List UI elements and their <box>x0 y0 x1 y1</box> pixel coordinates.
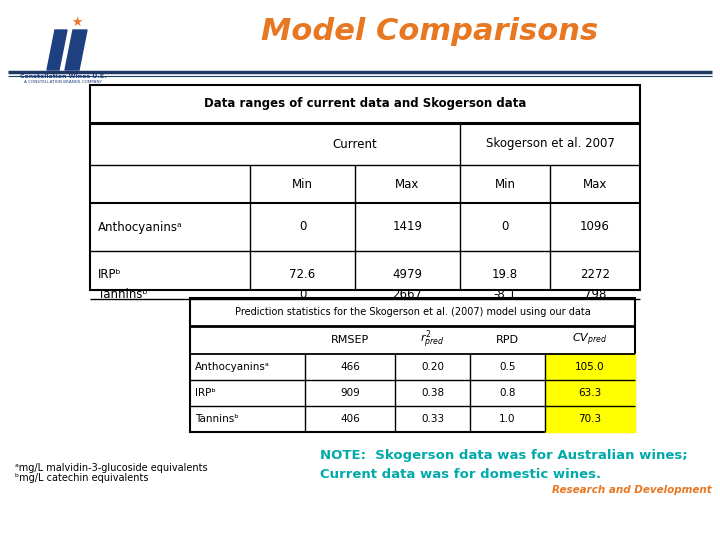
Text: 70.3: 70.3 <box>578 414 602 424</box>
Text: Tanninsᵇ: Tanninsᵇ <box>98 288 148 301</box>
Polygon shape <box>47 30 67 70</box>
Text: 0.20: 0.20 <box>421 362 444 372</box>
Text: A CONSTELLATION BRANDS COMPANY: A CONSTELLATION BRANDS COMPANY <box>24 80 102 84</box>
Text: 0.5: 0.5 <box>499 362 516 372</box>
Text: 798: 798 <box>584 288 606 301</box>
Text: ᵇmg/L catechin equivalents: ᵇmg/L catechin equivalents <box>15 473 148 483</box>
Text: 1.0: 1.0 <box>499 414 516 424</box>
Text: Tanninsᵇ: Tanninsᵇ <box>195 414 239 424</box>
Text: 19.8: 19.8 <box>492 268 518 281</box>
Text: 1096: 1096 <box>580 220 610 233</box>
Text: Anthocyaninsᵃ: Anthocyaninsᵃ <box>195 362 270 372</box>
Text: RMSEP: RMSEP <box>331 335 369 345</box>
Text: 0.38: 0.38 <box>421 388 444 398</box>
Text: Research and Development: Research and Development <box>552 485 712 495</box>
Text: 466: 466 <box>340 362 360 372</box>
Text: -8.1: -8.1 <box>493 288 516 301</box>
Text: 105.0: 105.0 <box>575 362 605 372</box>
Text: $CV_{pred}$: $CV_{pred}$ <box>572 332 608 348</box>
Text: Current: Current <box>333 138 377 151</box>
Text: 0.33: 0.33 <box>421 414 444 424</box>
Text: Prediction statistics for the Skogerson et al. (2007) model using our data: Prediction statistics for the Skogerson … <box>235 307 590 317</box>
Text: 4979: 4979 <box>392 268 423 281</box>
Bar <box>190 298 635 432</box>
Text: 909: 909 <box>340 388 360 398</box>
Text: 0: 0 <box>299 288 306 301</box>
Text: ★: ★ <box>71 16 83 29</box>
Text: IRPᵇ: IRPᵇ <box>98 268 122 281</box>
Text: 406: 406 <box>340 414 360 424</box>
Text: 63.3: 63.3 <box>578 388 602 398</box>
Text: Anthocyaninsᵃ: Anthocyaninsᵃ <box>98 220 183 233</box>
Bar <box>545 380 635 406</box>
Bar <box>545 354 635 380</box>
Text: 2667: 2667 <box>392 288 423 301</box>
Text: 2272: 2272 <box>580 268 610 281</box>
Text: 0: 0 <box>299 220 306 233</box>
Bar <box>90 85 640 290</box>
Text: ᵃmg/L malvidin-3-glucoside equivalents: ᵃmg/L malvidin-3-glucoside equivalents <box>15 463 207 473</box>
Text: IRPᵇ: IRPᵇ <box>195 388 216 398</box>
Text: 1419: 1419 <box>392 220 423 233</box>
Text: RPD: RPD <box>496 335 519 345</box>
Text: NOTE:  Skogerson data was for Australian wines;
Current data was for domestic wi: NOTE: Skogerson data was for Australian … <box>320 449 688 481</box>
Text: Max: Max <box>582 178 607 191</box>
Text: Data ranges of current data and Skogerson data: Data ranges of current data and Skogerso… <box>204 98 526 111</box>
Text: 0: 0 <box>501 220 509 233</box>
Text: Min: Min <box>292 178 313 191</box>
Text: Min: Min <box>495 178 516 191</box>
Text: 72.6: 72.6 <box>289 268 315 281</box>
Text: Skogerson et al. 2007: Skogerson et al. 2007 <box>485 138 614 151</box>
Text: $r_{pred}^{2}$: $r_{pred}^{2}$ <box>420 329 445 351</box>
Polygon shape <box>65 30 87 70</box>
Text: Max: Max <box>395 178 420 191</box>
Text: 0.8: 0.8 <box>499 388 516 398</box>
Bar <box>545 406 635 432</box>
Text: Constellation Wines U.S.: Constellation Wines U.S. <box>19 73 107 78</box>
Text: Model Comparisons: Model Comparisons <box>261 17 598 46</box>
